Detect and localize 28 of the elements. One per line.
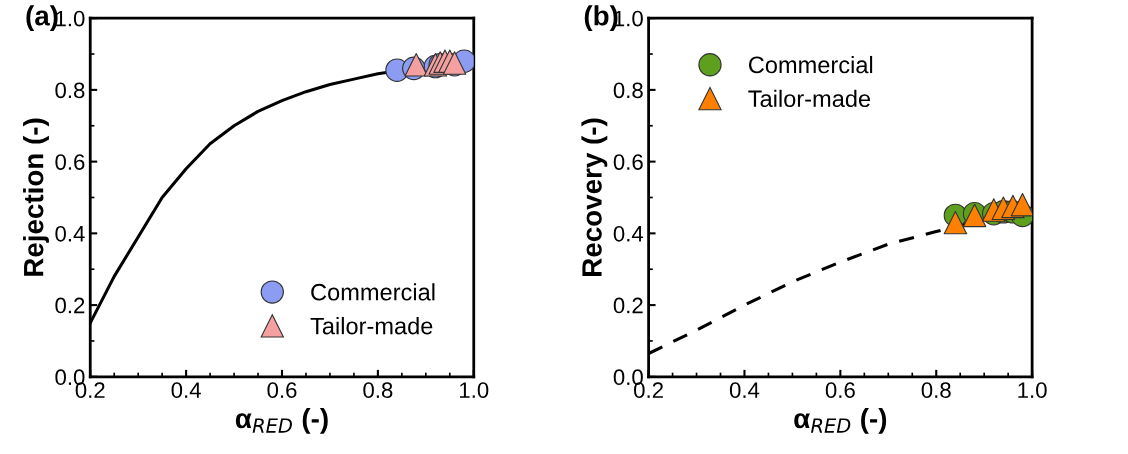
y-tick-label: 0.6: [613, 154, 643, 170]
x-tick-label: 0.6: [825, 382, 855, 398]
x-axis-title: α$_{RED}$ (-): [794, 407, 887, 434]
y-tick-label: 0.8: [55, 82, 85, 99]
y-tick-label: 0.2: [55, 297, 85, 314]
legend-label: Tailor-made: [748, 89, 871, 108]
chart-title: (a): [26, 5, 58, 32]
legend-label: Commercial: [311, 283, 435, 301]
point: [1010, 192, 1033, 217]
x-tick-label: 0.6: [267, 382, 297, 398]
y-axis-title: Recovery (-): [581, 118, 608, 276]
legend-label: Tailor-made: [310, 317, 433, 335]
x-tick-label: 0.4: [171, 382, 201, 398]
x-axis-title: α$_{RED}$ (-): [235, 407, 328, 434]
x-tick-label: 0.8: [363, 382, 393, 398]
y-axis-title: Rejection (-): [23, 118, 49, 276]
y-tick-label: 0.8: [613, 82, 643, 99]
x-tick-label: 0.4: [729, 382, 760, 398]
y-tick-label: 1.0: [56, 10, 85, 27]
x-tick-label: 1.0: [460, 382, 489, 398]
x-tick-label: 0.8: [921, 382, 951, 398]
y-tick-label: 0.2: [613, 297, 643, 314]
legend-label: Commercial: [748, 55, 873, 74]
y-tick-label: 0.6: [55, 154, 85, 170]
x-tick-label: 1.0: [1018, 382, 1047, 398]
point: [943, 210, 968, 235]
y-tick-label: 0.4: [55, 225, 85, 242]
y-tick-label: 0.4: [613, 225, 644, 242]
